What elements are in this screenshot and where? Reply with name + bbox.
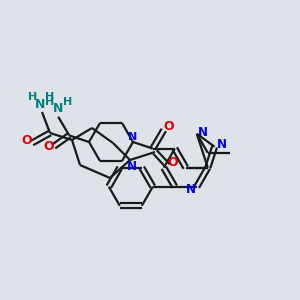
Text: N: N <box>198 126 208 139</box>
Text: H: H <box>28 92 38 102</box>
Text: O: O <box>22 134 32 148</box>
Text: H: H <box>45 92 55 102</box>
Text: N: N <box>53 102 63 115</box>
Text: H: H <box>63 97 72 107</box>
Text: N: N <box>186 183 196 196</box>
Text: N: N <box>128 132 138 142</box>
Text: H: H <box>45 97 54 107</box>
Text: N: N <box>127 160 137 172</box>
Text: O: O <box>168 157 178 169</box>
Text: O: O <box>164 120 174 134</box>
Text: O: O <box>44 140 54 153</box>
Text: N: N <box>35 98 45 110</box>
Text: N: N <box>217 138 226 151</box>
